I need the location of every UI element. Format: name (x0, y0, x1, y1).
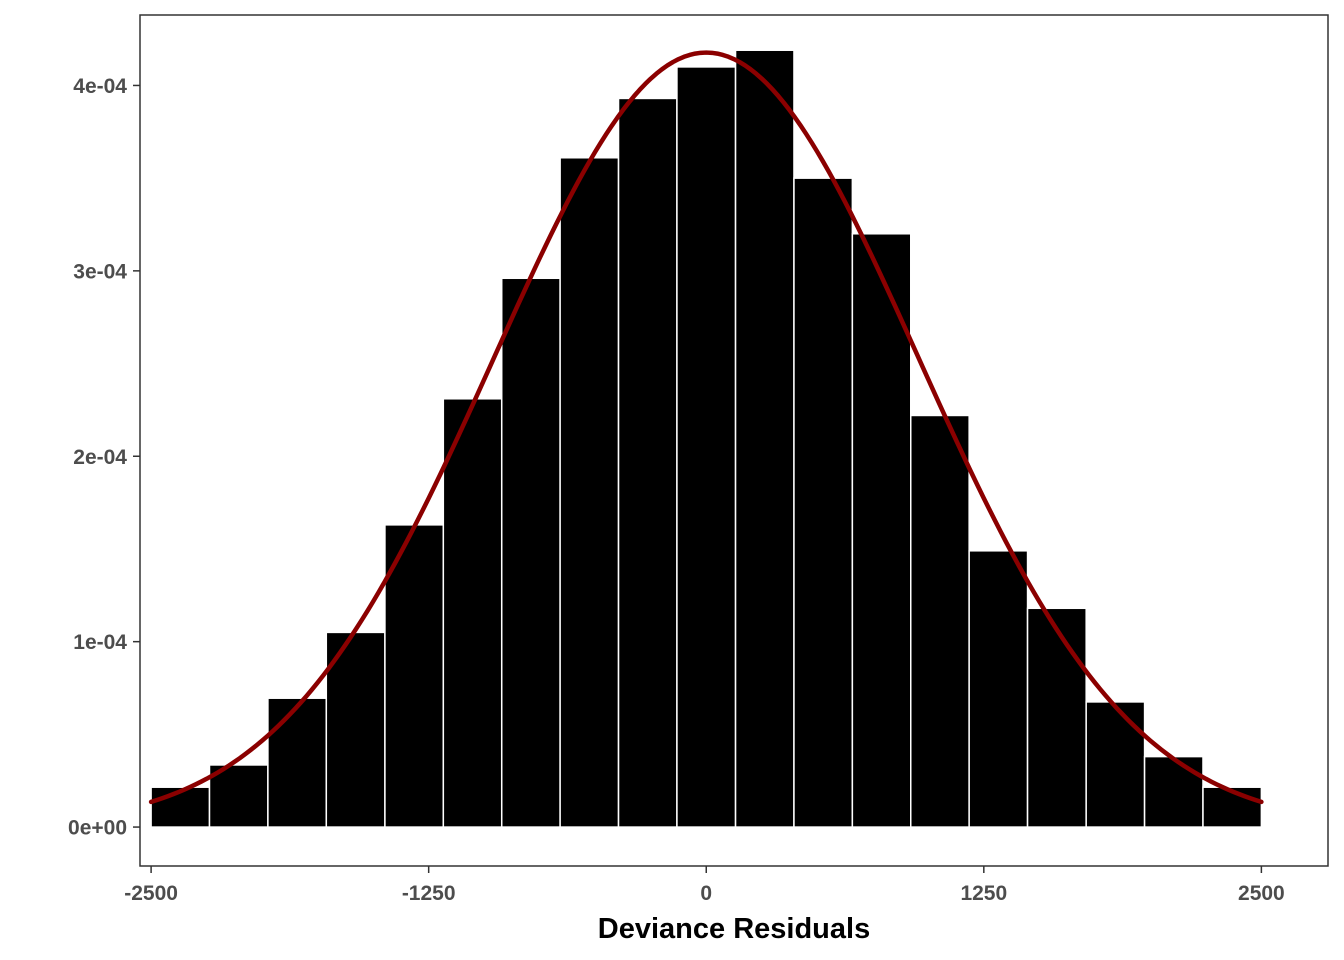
histogram-bar-7 (500, 277, 561, 828)
y-tick-label: 2e-04 (73, 446, 127, 469)
histogram-bar-2 (208, 764, 269, 828)
histogram-bar-14 (910, 414, 970, 828)
histogram-bar-19 (1202, 786, 1263, 828)
histogram-bar-11 (734, 49, 795, 828)
x-tick-label: -1250 (402, 882, 456, 905)
panel-border (139, 14, 1329, 867)
y-tick-label: 4e-04 (73, 75, 127, 98)
histogram-bar-3 (267, 697, 328, 828)
y-tick-label: 0e+00 (68, 817, 127, 840)
histogram-bar-12 (793, 177, 854, 828)
y-tick-label: 3e-04 (73, 260, 127, 283)
x-tick-label: -2500 (124, 882, 178, 905)
histogram-bar-6 (442, 398, 503, 828)
y-tick-label: 1e-04 (73, 631, 127, 654)
histogram-bar-18 (1143, 755, 1204, 828)
histogram-bar-16 (1026, 607, 1087, 828)
histogram-bar-15 (968, 550, 1029, 828)
histogram-bar-17 (1085, 701, 1146, 828)
x-tick-label: 2500 (1238, 882, 1285, 905)
histogram-bar-1 (150, 786, 211, 828)
x-tick-label: 1250 (960, 882, 1007, 905)
histogram-bar-13 (851, 233, 912, 828)
histogram-bars (150, 49, 1263, 828)
histogram-bar-5 (384, 524, 445, 828)
y-axis: 0e+00 1e-04 2e-04 3e-04 4e-04 (68, 75, 140, 840)
histogram-bar-10 (676, 66, 737, 828)
x-axis-title: Deviance Residuals (598, 913, 870, 945)
normal-density-curve (148, 50, 1264, 805)
histogram-bar-8 (559, 157, 620, 828)
x-tick-label: 0 (700, 882, 712, 905)
histogram-bar-9 (617, 97, 678, 828)
x-axis: -2500 -1250 0 1250 2500 (124, 866, 1285, 905)
